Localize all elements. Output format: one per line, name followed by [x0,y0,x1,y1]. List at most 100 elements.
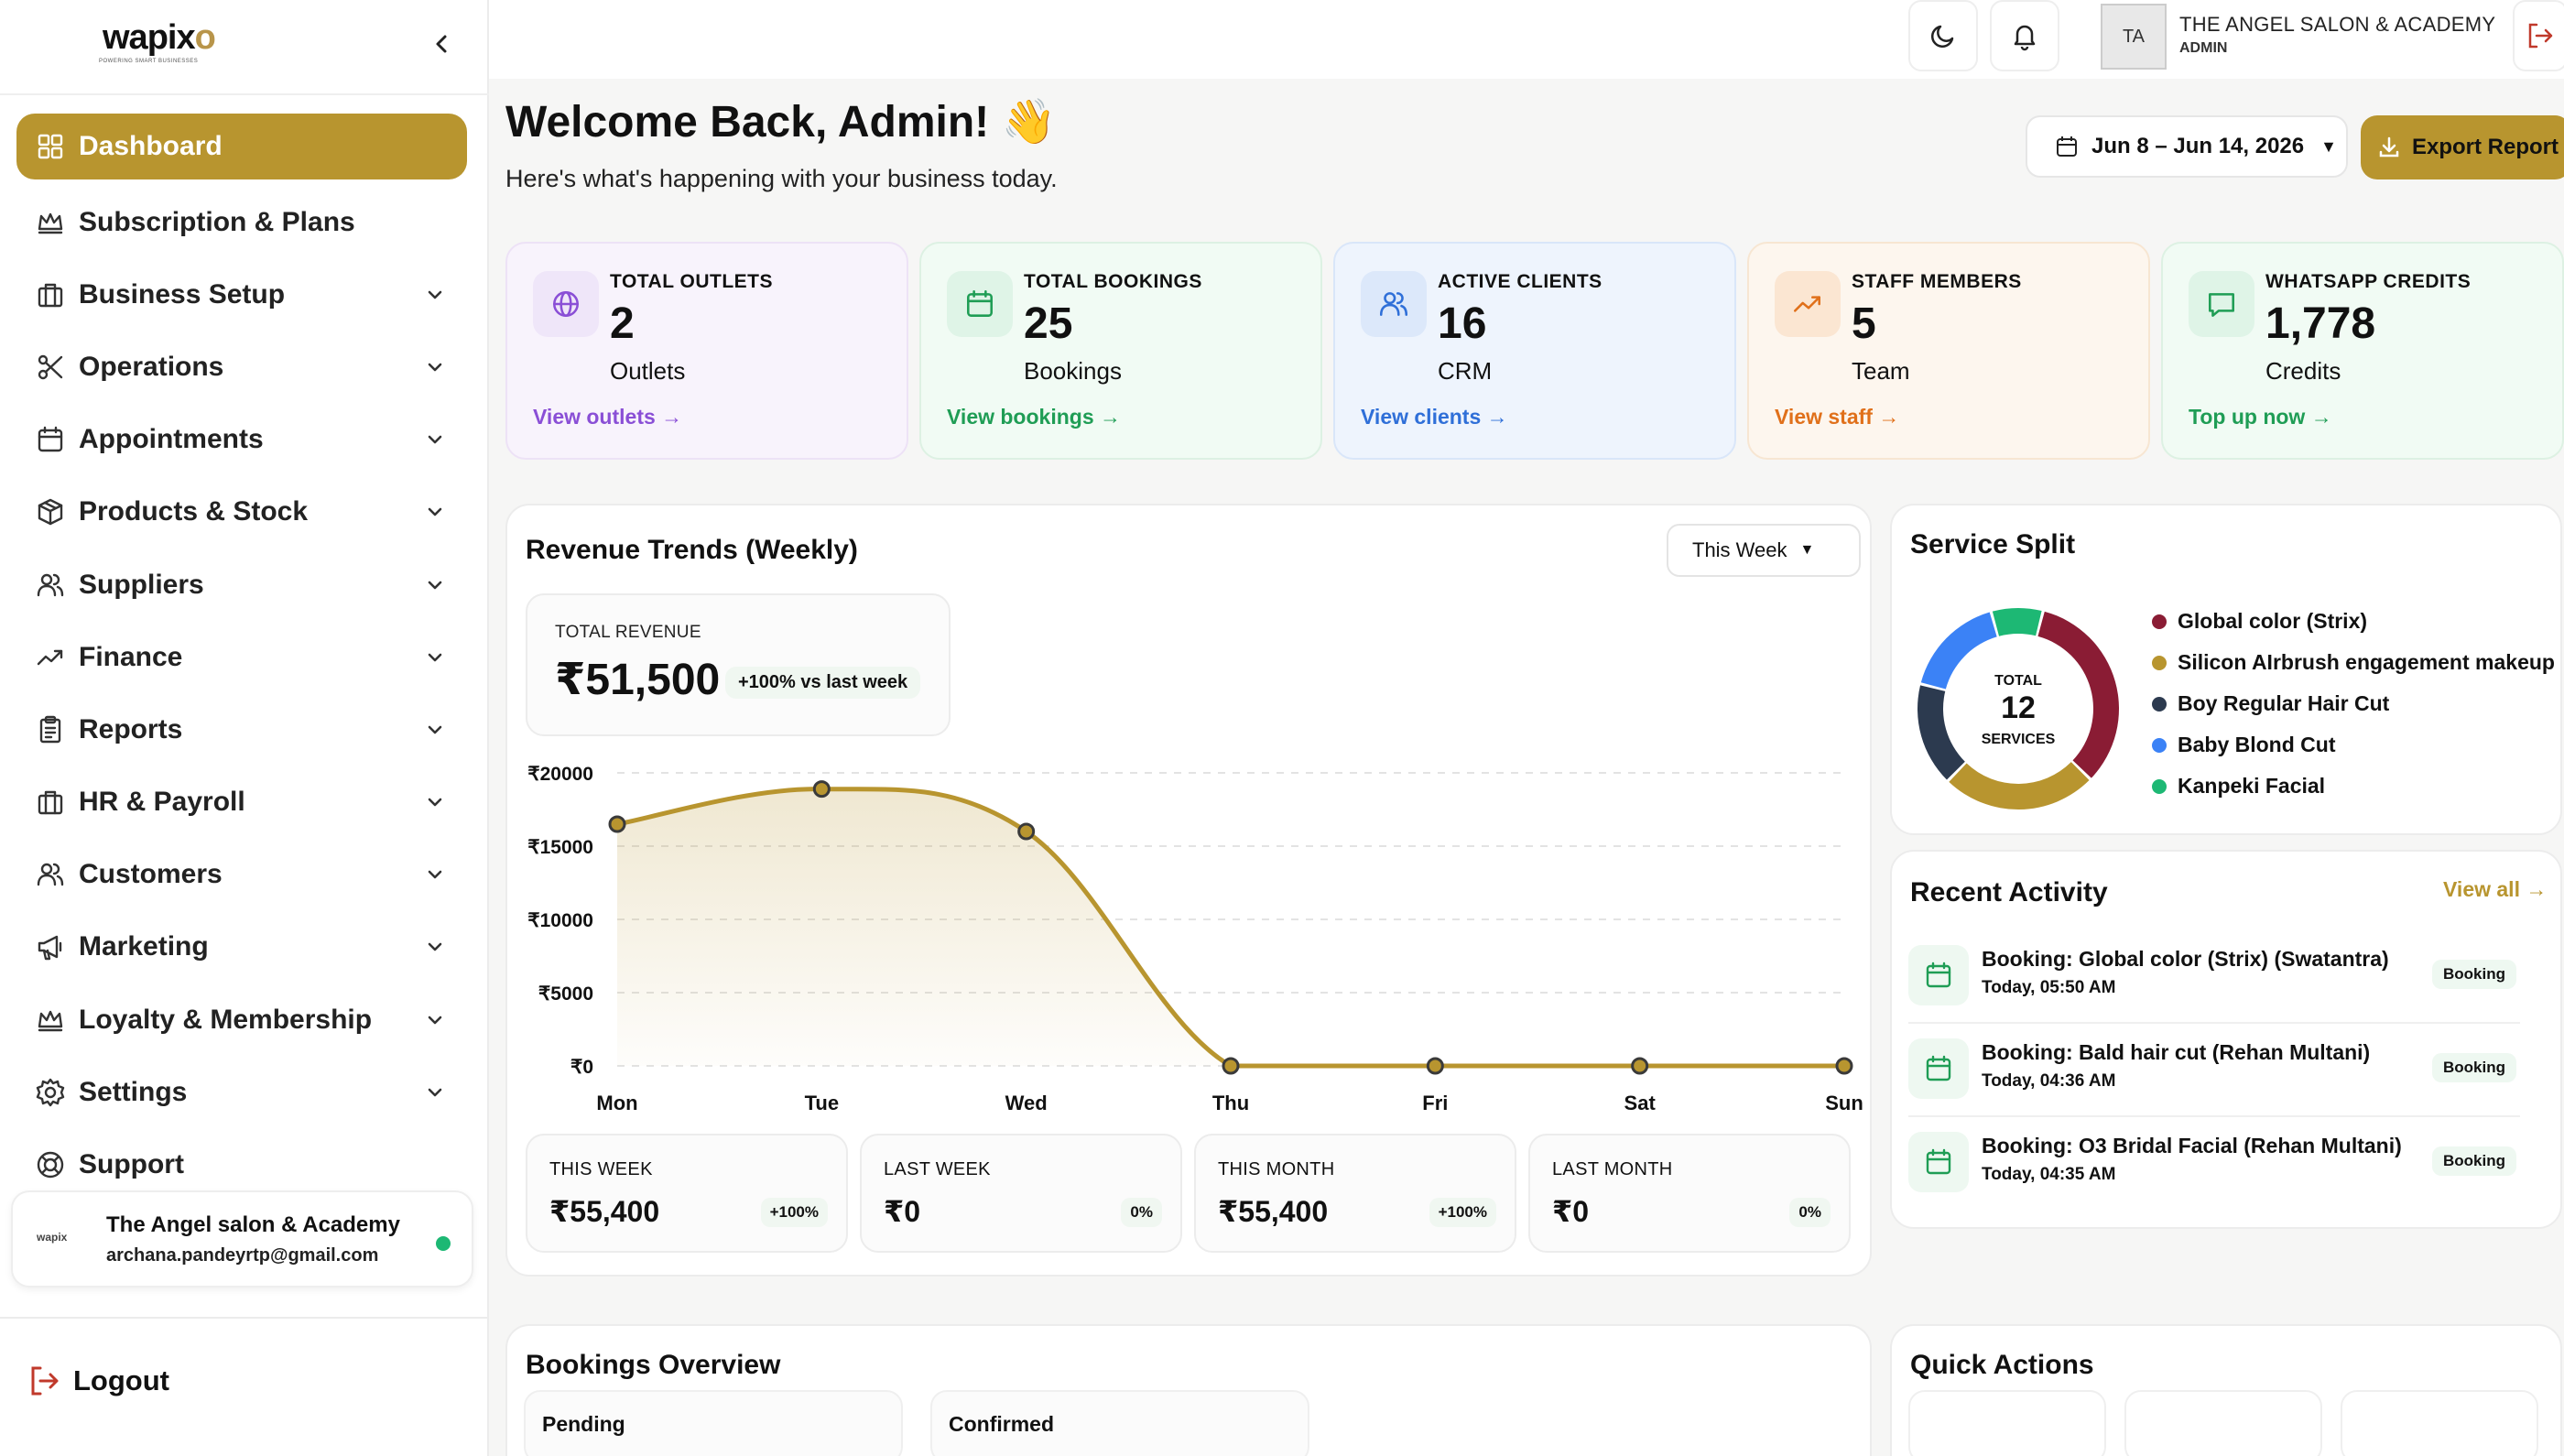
activity-title: Booking: O3 Bridal Facial (Rehan Multani… [1982,1134,2402,1157]
stat-link[interactable]: View bookings → [947,405,1121,429]
sidebar-item-business-setup[interactable]: Business Setup [16,258,467,331]
period-stat-value: ₹55,400 [1218,1195,1329,1228]
activity-item[interactable]: Booking: Bald hair cut (Rehan Multani) To… [1908,1022,2520,1115]
logout-icon [2528,23,2553,49]
notifications-button[interactable] [1990,0,2059,71]
legend-item: Global color (Strix) [2152,601,2555,642]
sidebar-item-finance[interactable]: Finance [16,621,467,693]
sidebar-item-operations[interactable]: Operations [16,331,467,403]
period-stat-label: THIS WEEK [549,1159,653,1179]
view-all-link[interactable]: View all → [2443,877,2548,901]
recent-activity-title: Recent Activity [1910,877,2108,907]
sidebar-item-support[interactable]: Support [16,1128,467,1201]
briefcase-icon [38,790,63,815]
donut-slice-silicon-airbrush-engagement-makeup[interactable] [1949,762,2090,809]
donut-slice-kanpeki-facial[interactable] [1992,608,2042,636]
stat-link[interactable]: View outlets → [533,405,683,429]
sidebar-item-subscription-plans[interactable]: Subscription & Plans [16,186,467,258]
chevron-down-icon [423,428,447,451]
confirmed-card[interactable]: Confirmed [930,1390,1309,1456]
sidebar-item-products-stock[interactable]: Products & Stock [16,476,467,549]
sidebar-item-customers[interactable]: Customers [16,839,467,911]
org-role: ADMIN [2179,40,2228,56]
chevron-down-icon [423,790,447,814]
y-tick-label: ₹20000 [527,764,593,785]
stat-title: STAFF MEMBERS [1852,271,2022,292]
activity-title: Booking: Global color (Strix) (Swatantra… [1982,947,2389,971]
collapse-sidebar-button[interactable] [429,27,454,60]
stat-title: ACTIVE CLIENTS [1438,271,1602,292]
header-logout-button[interactable] [2513,0,2564,71]
chevron-down-icon [423,1081,447,1104]
sidebar-item-label: Support [79,1149,184,1180]
legend-label: Baby Blond Cut [2178,733,2336,756]
total-revenue-badge: +100% vs last week [725,667,921,699]
activity-item[interactable]: Booking: O3 Bridal Facial (Rehan Multani… [1908,1115,2520,1209]
stat-title: TOTAL BOOKINGS [1024,271,1202,292]
theme-toggle-button[interactable] [1908,0,1978,71]
bookings-overview-title: Bookings Overview [526,1350,781,1380]
donut-center-value: 12 [2001,690,2036,725]
sidebar-item-reports[interactable]: Reports [16,693,467,766]
data-point [1017,822,1036,841]
stat-link[interactable]: Top up now → [2189,405,2332,429]
sidebar-item-label: Suppliers [79,569,204,600]
crown-icon [35,1005,66,1036]
donut-slice-boy-regular-hair-cut[interactable] [1918,685,1965,780]
activity-time: Today, 04:35 AM [1982,1165,2116,1184]
grid-icon [38,134,63,159]
stat-unit: Outlets [610,357,686,385]
data-point [1222,1057,1240,1075]
legend-item: Boy Regular Hair Cut [2152,683,2555,724]
stat-card-staff-members: STAFF MEMBERS 5 Team View staff → [1747,242,2150,460]
date-range-picker[interactable]: Jun 8 – Jun 14, 2026 ▼ [2026,115,2348,178]
revenue-area [617,788,1844,1066]
total-revenue-label: TOTAL REVENUE [555,623,701,642]
brand-logo[interactable]: wapixo POWERING SMART BUSINESSES [0,0,489,95]
globe-icon [553,291,579,317]
activity-badge: Booking [2432,1053,2516,1082]
legend-swatch [2152,737,2167,753]
period-stat-value: ₹0 [884,1195,921,1228]
donut-slice-baby-blond-cut[interactable] [1920,612,1997,690]
y-tick-label: ₹5000 [538,983,593,1005]
sidebar-divider [0,1317,489,1319]
sidebar-item-loyalty-membership[interactable]: Loyalty & Membership [16,983,467,1056]
sidebar-item-settings[interactable]: Settings [16,1056,467,1128]
chevron-down-icon [423,500,447,524]
stat-title: WHATSAPP CREDITS [2265,271,2472,292]
stat-link[interactable]: View staff → [1775,405,1900,429]
y-tick-label: ₹0 [570,1057,593,1078]
stat-value: 5 [1852,299,1876,348]
sidebar: wapixo POWERING SMART BUSINESSES Dashboa… [0,0,489,1456]
export-report-button[interactable]: Export Report [2361,115,2564,179]
sidebar-item-marketing[interactable]: Marketing [16,911,467,983]
activity-item[interactable]: Booking: Global color (Strix) (Swatantra… [1908,929,2520,1022]
sidebar-item-hr-payroll[interactable]: HR & Payroll [16,766,467,839]
stat-link[interactable]: View clients → [1361,405,1508,429]
avatar[interactable]: TA [2101,4,2167,70]
pending-card[interactable]: Pending [524,1390,903,1456]
legend-item: Silicon AIrbrush engagement makeup [2152,642,2555,683]
scissors-icon [35,352,66,383]
period-select[interactable]: This Week ▼ [1667,524,1861,577]
revenue-title: Revenue Trends (Weekly) [526,535,858,565]
donut-slice-global-color-strix[interactable] [2037,611,2119,778]
calendar-icon [1908,945,1969,1005]
x-tick-label: Thu [1212,1092,1249,1114]
account-card[interactable]: wapix The Angel salon & Academy archana.… [11,1190,473,1288]
period-stat-badge: +100% [1429,1198,1496,1227]
quick-action-card[interactable] [1908,1390,2106,1456]
period-stat-this-week: THIS WEEK ₹55,400 +100% [526,1134,848,1253]
logout-button[interactable]: Logout [26,1363,169,1399]
sidebar-item-suppliers[interactable]: Suppliers [16,549,467,621]
x-tick-label: Tue [805,1092,839,1114]
quick-action-card[interactable] [2341,1390,2538,1456]
sidebar-item-dashboard[interactable]: Dashboard [16,114,467,179]
quick-action-card[interactable] [2124,1390,2322,1456]
sidebar-item-appointments[interactable]: Appointments [16,404,467,476]
sidebar-item-label: Products & Stock [79,496,309,527]
service-legend: Global color (Strix) Silicon AIrbrush eng… [2152,601,2555,807]
trend-up-icon [1793,296,1820,312]
